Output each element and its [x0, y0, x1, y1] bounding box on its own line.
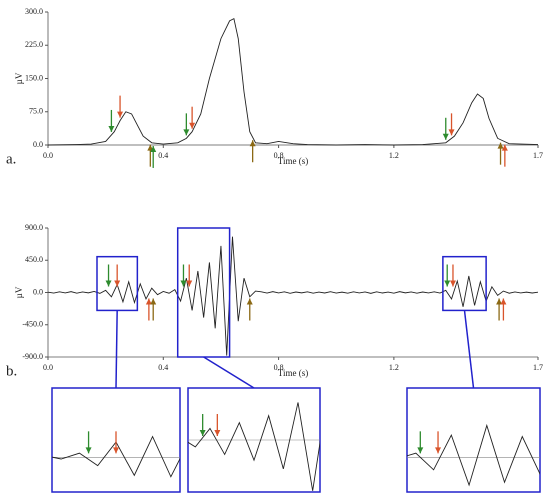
y-tick-label: 75.0	[29, 107, 43, 116]
event-arrow	[199, 414, 206, 436]
event-arrow	[145, 298, 152, 321]
event-arrow	[249, 140, 256, 163]
event-arrow	[444, 264, 451, 287]
inset-signal-line	[188, 402, 320, 491]
event-arrow	[448, 113, 455, 136]
inset-plot	[188, 402, 320, 491]
arrow-head	[113, 447, 119, 454]
event-arrow	[85, 431, 92, 454]
y-tick-label: 0.0	[33, 140, 43, 149]
arrow-head	[444, 280, 451, 287]
y-tick-label: 450.0	[25, 255, 43, 264]
arrow-head	[117, 111, 124, 118]
y-tick-label: 0.0	[33, 287, 43, 296]
inset-box	[406, 387, 541, 493]
arrow-head	[199, 430, 206, 436]
arrow-head	[448, 129, 455, 136]
arrow-head	[442, 133, 449, 140]
event-arrow	[496, 298, 503, 321]
arrow-head	[501, 144, 508, 151]
event-arrow	[183, 113, 190, 136]
event-arrow	[180, 264, 187, 287]
inset-plot	[407, 423, 540, 487]
signal-line	[47, 17, 539, 146]
event-arrow	[497, 142, 504, 165]
arrow-head	[246, 298, 253, 305]
zoom-connector	[463, 310, 475, 389]
event-arrow	[108, 109, 115, 132]
arrow-head	[435, 447, 442, 454]
x-tick-label: 1.2	[389, 363, 399, 372]
event-arrow	[114, 264, 121, 287]
x-tick-label: 0.0	[43, 363, 53, 372]
y-axis-title: µV	[14, 286, 24, 298]
y-tick-label: 300.0	[25, 7, 43, 16]
arrow-head	[417, 447, 424, 454]
arrow-head	[105, 280, 112, 287]
arrow-head	[189, 122, 196, 129]
arrow-head	[186, 280, 193, 287]
arrow-head	[214, 430, 221, 436]
zoom-connector	[203, 356, 255, 389]
arrow-head	[150, 145, 157, 152]
event-arrow	[246, 298, 253, 321]
inset-plot	[52, 431, 180, 478]
y-tick-label: 900.0	[25, 223, 43, 232]
y-axis-title: µV	[14, 72, 24, 84]
event-arrow	[150, 298, 157, 321]
event-arrow	[117, 95, 124, 118]
event-arrow	[113, 431, 119, 454]
event-arrow	[186, 264, 193, 287]
x-tick-label: 0.4	[158, 363, 168, 372]
arrow-head	[114, 280, 121, 287]
event-arrow	[501, 144, 508, 167]
zoom-connector	[115, 310, 118, 389]
arrow-head	[249, 140, 256, 147]
y-tick-label: 150.0	[25, 73, 43, 82]
x-tick-label: 1.7	[533, 151, 543, 160]
arrow-head	[85, 447, 92, 454]
event-arrow	[189, 106, 196, 129]
x-tick-label: 0.0	[43, 151, 53, 160]
event-arrow	[417, 431, 424, 454]
arrow-head	[108, 125, 115, 132]
arrow-head	[449, 280, 456, 287]
y-tick-label: 225.0	[25, 40, 43, 49]
event-arrow	[150, 145, 157, 168]
x-tick-label: 1.7	[533, 363, 543, 372]
arrow-head	[496, 298, 503, 305]
event-arrow	[449, 264, 456, 287]
x-tick-label: 0.4	[158, 151, 168, 160]
y-tick-label: -900.0	[22, 352, 43, 361]
event-arrow	[500, 298, 507, 321]
x-axis-title: Time (s)	[278, 156, 308, 166]
x-tick-label: 1.2	[389, 151, 399, 160]
panel-label: b.	[6, 363, 17, 379]
arrow-head	[183, 129, 190, 136]
inset-signal-line	[407, 423, 540, 487]
arrow-head	[497, 142, 504, 149]
y-tick-label: -450.0	[22, 320, 43, 329]
arrow-head	[150, 298, 157, 305]
arrow-head	[180, 280, 187, 287]
event-arrow	[214, 414, 221, 436]
arrow-head	[145, 298, 152, 305]
panel-label: a.	[6, 151, 16, 167]
event-arrow	[435, 431, 442, 454]
x-axis-title: Time (s)	[278, 368, 308, 378]
signal-line	[47, 236, 539, 356]
x-tick-label: 0.8	[274, 363, 284, 372]
x-tick-label: 0.8	[274, 151, 284, 160]
arrow-head	[500, 298, 507, 305]
event-arrow	[442, 117, 449, 140]
zoom-box	[176, 227, 231, 358]
event-arrow	[105, 264, 112, 287]
